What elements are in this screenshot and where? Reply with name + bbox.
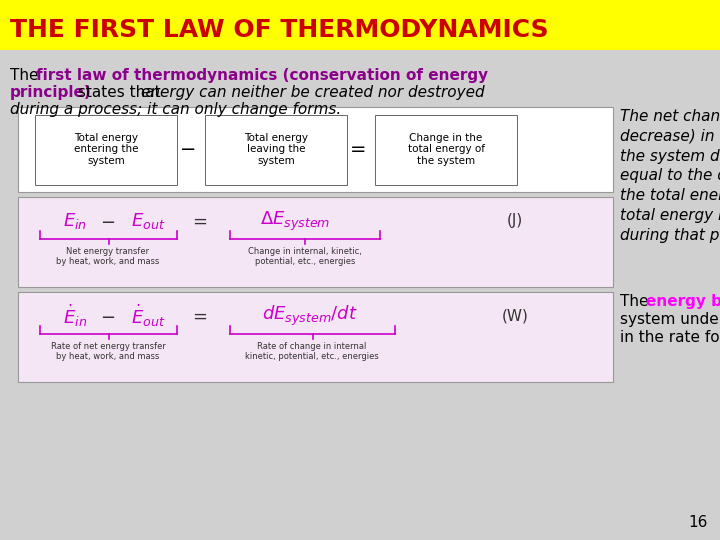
Text: $\dot{\it{E}}_{out}$: $\dot{\it{E}}_{out}$ — [131, 303, 166, 329]
Text: −: − — [180, 140, 197, 159]
Text: $-$: $-$ — [100, 307, 116, 325]
Text: Total energy
leaving the
system: Total energy leaving the system — [244, 133, 308, 166]
Text: 16: 16 — [688, 515, 708, 530]
Text: $=$: $=$ — [189, 212, 207, 230]
Text: The: The — [10, 68, 43, 83]
FancyBboxPatch shape — [375, 114, 517, 185]
Text: Change in the
total energy of
the system: Change in the total energy of the system — [408, 133, 485, 166]
Text: energy can neither be created nor destroyed: energy can neither be created nor destro… — [141, 85, 485, 100]
Text: Total energy
entering the
system: Total energy entering the system — [73, 133, 138, 166]
FancyBboxPatch shape — [35, 114, 177, 185]
Text: $\dot{\it{E}}_{in}$: $\dot{\it{E}}_{in}$ — [63, 303, 87, 329]
Text: $d\it{E}_{system}/dt$: $d\it{E}_{system}/dt$ — [262, 304, 358, 328]
Text: (W): (W) — [502, 308, 528, 323]
Text: $\Delta\it{E}_{system}$: $\Delta\it{E}_{system}$ — [260, 210, 330, 233]
Text: The: The — [620, 294, 653, 309]
Text: energy balance: energy balance — [646, 294, 720, 309]
Text: first law of thermodynamics (conservation of energy: first law of thermodynamics (conservatio… — [36, 68, 488, 83]
Text: $-$: $-$ — [100, 212, 116, 230]
Text: =: = — [350, 140, 366, 159]
Text: during a process; it can only change forms.: during a process; it can only change for… — [10, 102, 341, 117]
Text: THE FIRST LAW OF THERMODYNAMICS: THE FIRST LAW OF THERMODYNAMICS — [10, 18, 549, 42]
Text: in the rate form: in the rate form — [620, 330, 720, 345]
Text: (J): (J) — [507, 213, 523, 228]
Text: $\it{E_{in}}$: $\it{E_{in}}$ — [63, 211, 87, 231]
Text: Rate of net energy transfer
by heat, work, and mass: Rate of net energy transfer by heat, wor… — [50, 342, 166, 361]
Text: principle): principle) — [10, 85, 91, 100]
Text: states that: states that — [73, 85, 166, 100]
FancyBboxPatch shape — [18, 107, 613, 192]
FancyBboxPatch shape — [18, 197, 613, 287]
FancyBboxPatch shape — [18, 292, 613, 382]
Text: system undergoing any process: system undergoing any process — [620, 312, 720, 327]
Text: Rate of change in internal
kinetic, potential, etc., energies: Rate of change in internal kinetic, pote… — [245, 342, 379, 361]
Text: Change in internal, kinetic,
potential, etc., energies: Change in internal, kinetic, potential, … — [248, 247, 362, 266]
Text: $=$: $=$ — [189, 307, 207, 325]
Text: $\it{E_{out}}$: $\it{E_{out}}$ — [131, 211, 165, 231]
FancyBboxPatch shape — [205, 114, 347, 185]
Text: Net energy transfer
by heat, work, and mass: Net energy transfer by heat, work, and m… — [56, 247, 160, 266]
Text: The net change (increase or
decrease) in the total energy of
the system during a: The net change (increase or decrease) in… — [620, 109, 720, 243]
FancyBboxPatch shape — [0, 0, 720, 50]
